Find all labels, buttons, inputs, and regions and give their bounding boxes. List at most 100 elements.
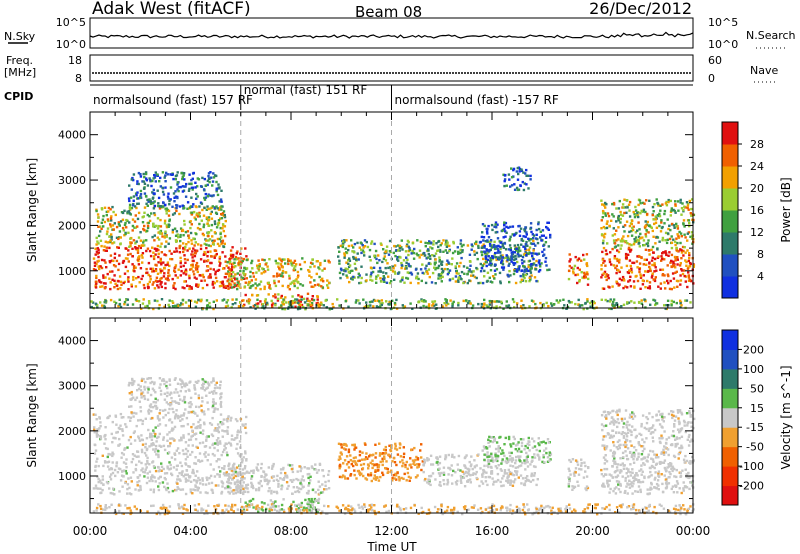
y-tick-label: 3000 (58, 380, 86, 393)
nave-tick-top: 60 (708, 54, 722, 67)
freq-tick-bottom: 8 (75, 72, 82, 85)
freq-panel: Freq. [MHz] 18 8 60 0 Nave (4, 54, 778, 85)
scatter-region-1 (127, 377, 223, 415)
y-tick-label: 4000 (58, 129, 86, 142)
cpid-segment-2: normalsound (fast) -157 RF (395, 93, 559, 107)
date-title: 26/Dec/2012 (589, 0, 692, 18)
x-tick-label: 12:00 (374, 524, 409, 538)
colorbar-tick-label: -50 (746, 441, 764, 454)
scatter-region-1 (95, 205, 227, 249)
scatter-region-11 (90, 298, 692, 311)
colorbar-tick-label: 4 (757, 270, 764, 283)
colorbar-tick-label: 8 (757, 248, 764, 261)
nsky-panel: N.Sky 10^5 10^0 10^5 10^0 N.Search (4, 16, 796, 51)
beam-title: Beam 08 (355, 3, 422, 21)
colorbar-swatch (722, 330, 738, 350)
colorbar-swatch (722, 122, 738, 145)
velocity-colorbar: -200 -100 -50 -15 15 50 100 200 Velocity [m s^-1… (721, 329, 793, 506)
scatter-region-8 (600, 408, 696, 496)
y-tick-label: 4000 (58, 335, 86, 348)
x-tick-label: 04:00 (173, 524, 208, 538)
scatter-region-5 (337, 239, 539, 285)
colorbar-tick-label: 200 (743, 343, 764, 356)
colorbar-tick-label: -15 (746, 421, 764, 434)
colorbar-swatch (722, 188, 738, 211)
nsearch-tick-bottom: 10^0 (708, 38, 738, 51)
colorbar-tick-label: 24 (750, 160, 764, 173)
colorbar-swatch (722, 466, 738, 487)
cpid-segment-1: normal (fast) 151 RF (244, 83, 368, 97)
cpid-segment-0: normalsound (fast) 157 RF (93, 93, 253, 107)
colorbar-swatch (722, 407, 738, 428)
colorbar-swatch (722, 368, 738, 389)
colorbar-tick-label: -100 (739, 460, 764, 473)
scatter-region-8 (600, 248, 696, 291)
nsky-label: N.Sky (4, 30, 36, 43)
colorbar-tick-label: 20 (750, 182, 764, 195)
colorbar-swatch (722, 232, 738, 255)
colorbar-tick-label: 16 (750, 204, 764, 217)
colorbar-swatch (722, 427, 738, 448)
colorbar-tick-label: -200 (739, 480, 764, 493)
colorbar-swatch (722, 166, 738, 189)
power-panel: 1000 2000 3000 4000 Slant Range [km] (25, 111, 696, 311)
freq-tick-top: 18 (68, 54, 82, 67)
nsky-tick-bottom: 10^0 (56, 38, 86, 51)
scatter-region-2 (226, 462, 331, 496)
scatter-region-6 (479, 221, 552, 273)
station-title: Adak West (fitACF) (92, 0, 251, 19)
colorbar-tick-label: 12 (750, 226, 764, 239)
scatter-region-4 (337, 442, 424, 483)
y-tick-label: 2000 (58, 219, 86, 232)
scatter-region-9 (600, 198, 696, 251)
colorbar-swatch (722, 388, 738, 409)
x-tick-label: 16:00 (475, 524, 510, 538)
y-tick-label: 1000 (58, 470, 86, 483)
y-tick-label: 2000 (58, 425, 86, 438)
colorbar-label: Velocity [m s^-1] (779, 365, 793, 469)
velocity-panel: 1000 2000 3000 4000 Slant Range [km] (25, 317, 696, 516)
scatter-region-3 (226, 257, 331, 291)
y-axis-label: Slant Range [km] (25, 363, 39, 467)
colorbar-swatch (722, 349, 738, 370)
x-tick-label: 08:00 (274, 524, 309, 538)
colorbar-tick-label: 15 (750, 402, 764, 415)
nsky-tick-top: 10^5 (56, 16, 86, 29)
colorbar-label: Power [dB] (779, 177, 793, 242)
nsky-trace (89, 31, 694, 39)
x-axis-label: Time UT (366, 540, 417, 554)
scatter-region-7 (567, 253, 590, 286)
colorbar-swatch (722, 276, 738, 299)
cpid-label: CPID (4, 90, 33, 103)
scatter-region-2 (127, 171, 223, 210)
power-colorbar: 4 8 12 16 20 24 28 Power [dB] (721, 121, 793, 299)
colorbar-swatch (722, 485, 738, 506)
nave-tick-bottom: 0 (708, 72, 715, 85)
scatter-region-0 (92, 412, 248, 496)
y-tick-label: 3000 (58, 174, 86, 187)
x-tick-label: 00:00 (676, 524, 711, 538)
scatter-region-9 (92, 503, 695, 516)
colorbar-tick-label: 50 (750, 382, 764, 395)
time-axis: 00:00 04:00 08:00 12:00 16:00 20:00 00:00 (73, 524, 711, 538)
nsearch-tick-top: 10^5 (708, 16, 738, 29)
nave-label: Nave (750, 64, 778, 77)
scatter-region-10 (502, 166, 532, 192)
colorbar-swatch (722, 254, 738, 277)
x-tick-label: 20:00 (575, 524, 610, 538)
colorbar-swatch (722, 210, 738, 233)
freq-label: Freq. (6, 54, 33, 67)
colorbar-tick-label: 28 (750, 138, 764, 151)
x-tick-label: 00:00 (73, 524, 108, 538)
freq-unit: [MHz] (4, 66, 36, 79)
scatter-region-7 (567, 458, 590, 492)
y-axis-label: Slant Range [km] (25, 158, 39, 262)
colorbar-swatch (722, 144, 738, 167)
scatter-region-5 (422, 453, 540, 488)
scatter-region-6 (481, 435, 553, 465)
nsearch-label: N.Search (746, 29, 796, 42)
colorbar-tick-label: 100 (743, 363, 764, 376)
colorbar-swatch (722, 446, 738, 467)
